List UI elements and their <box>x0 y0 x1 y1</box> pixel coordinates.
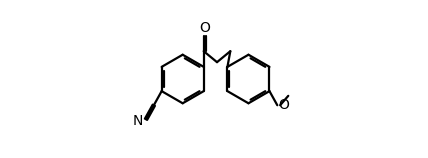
Text: O: O <box>278 98 289 112</box>
Text: N: N <box>133 114 143 128</box>
Text: O: O <box>199 21 210 35</box>
